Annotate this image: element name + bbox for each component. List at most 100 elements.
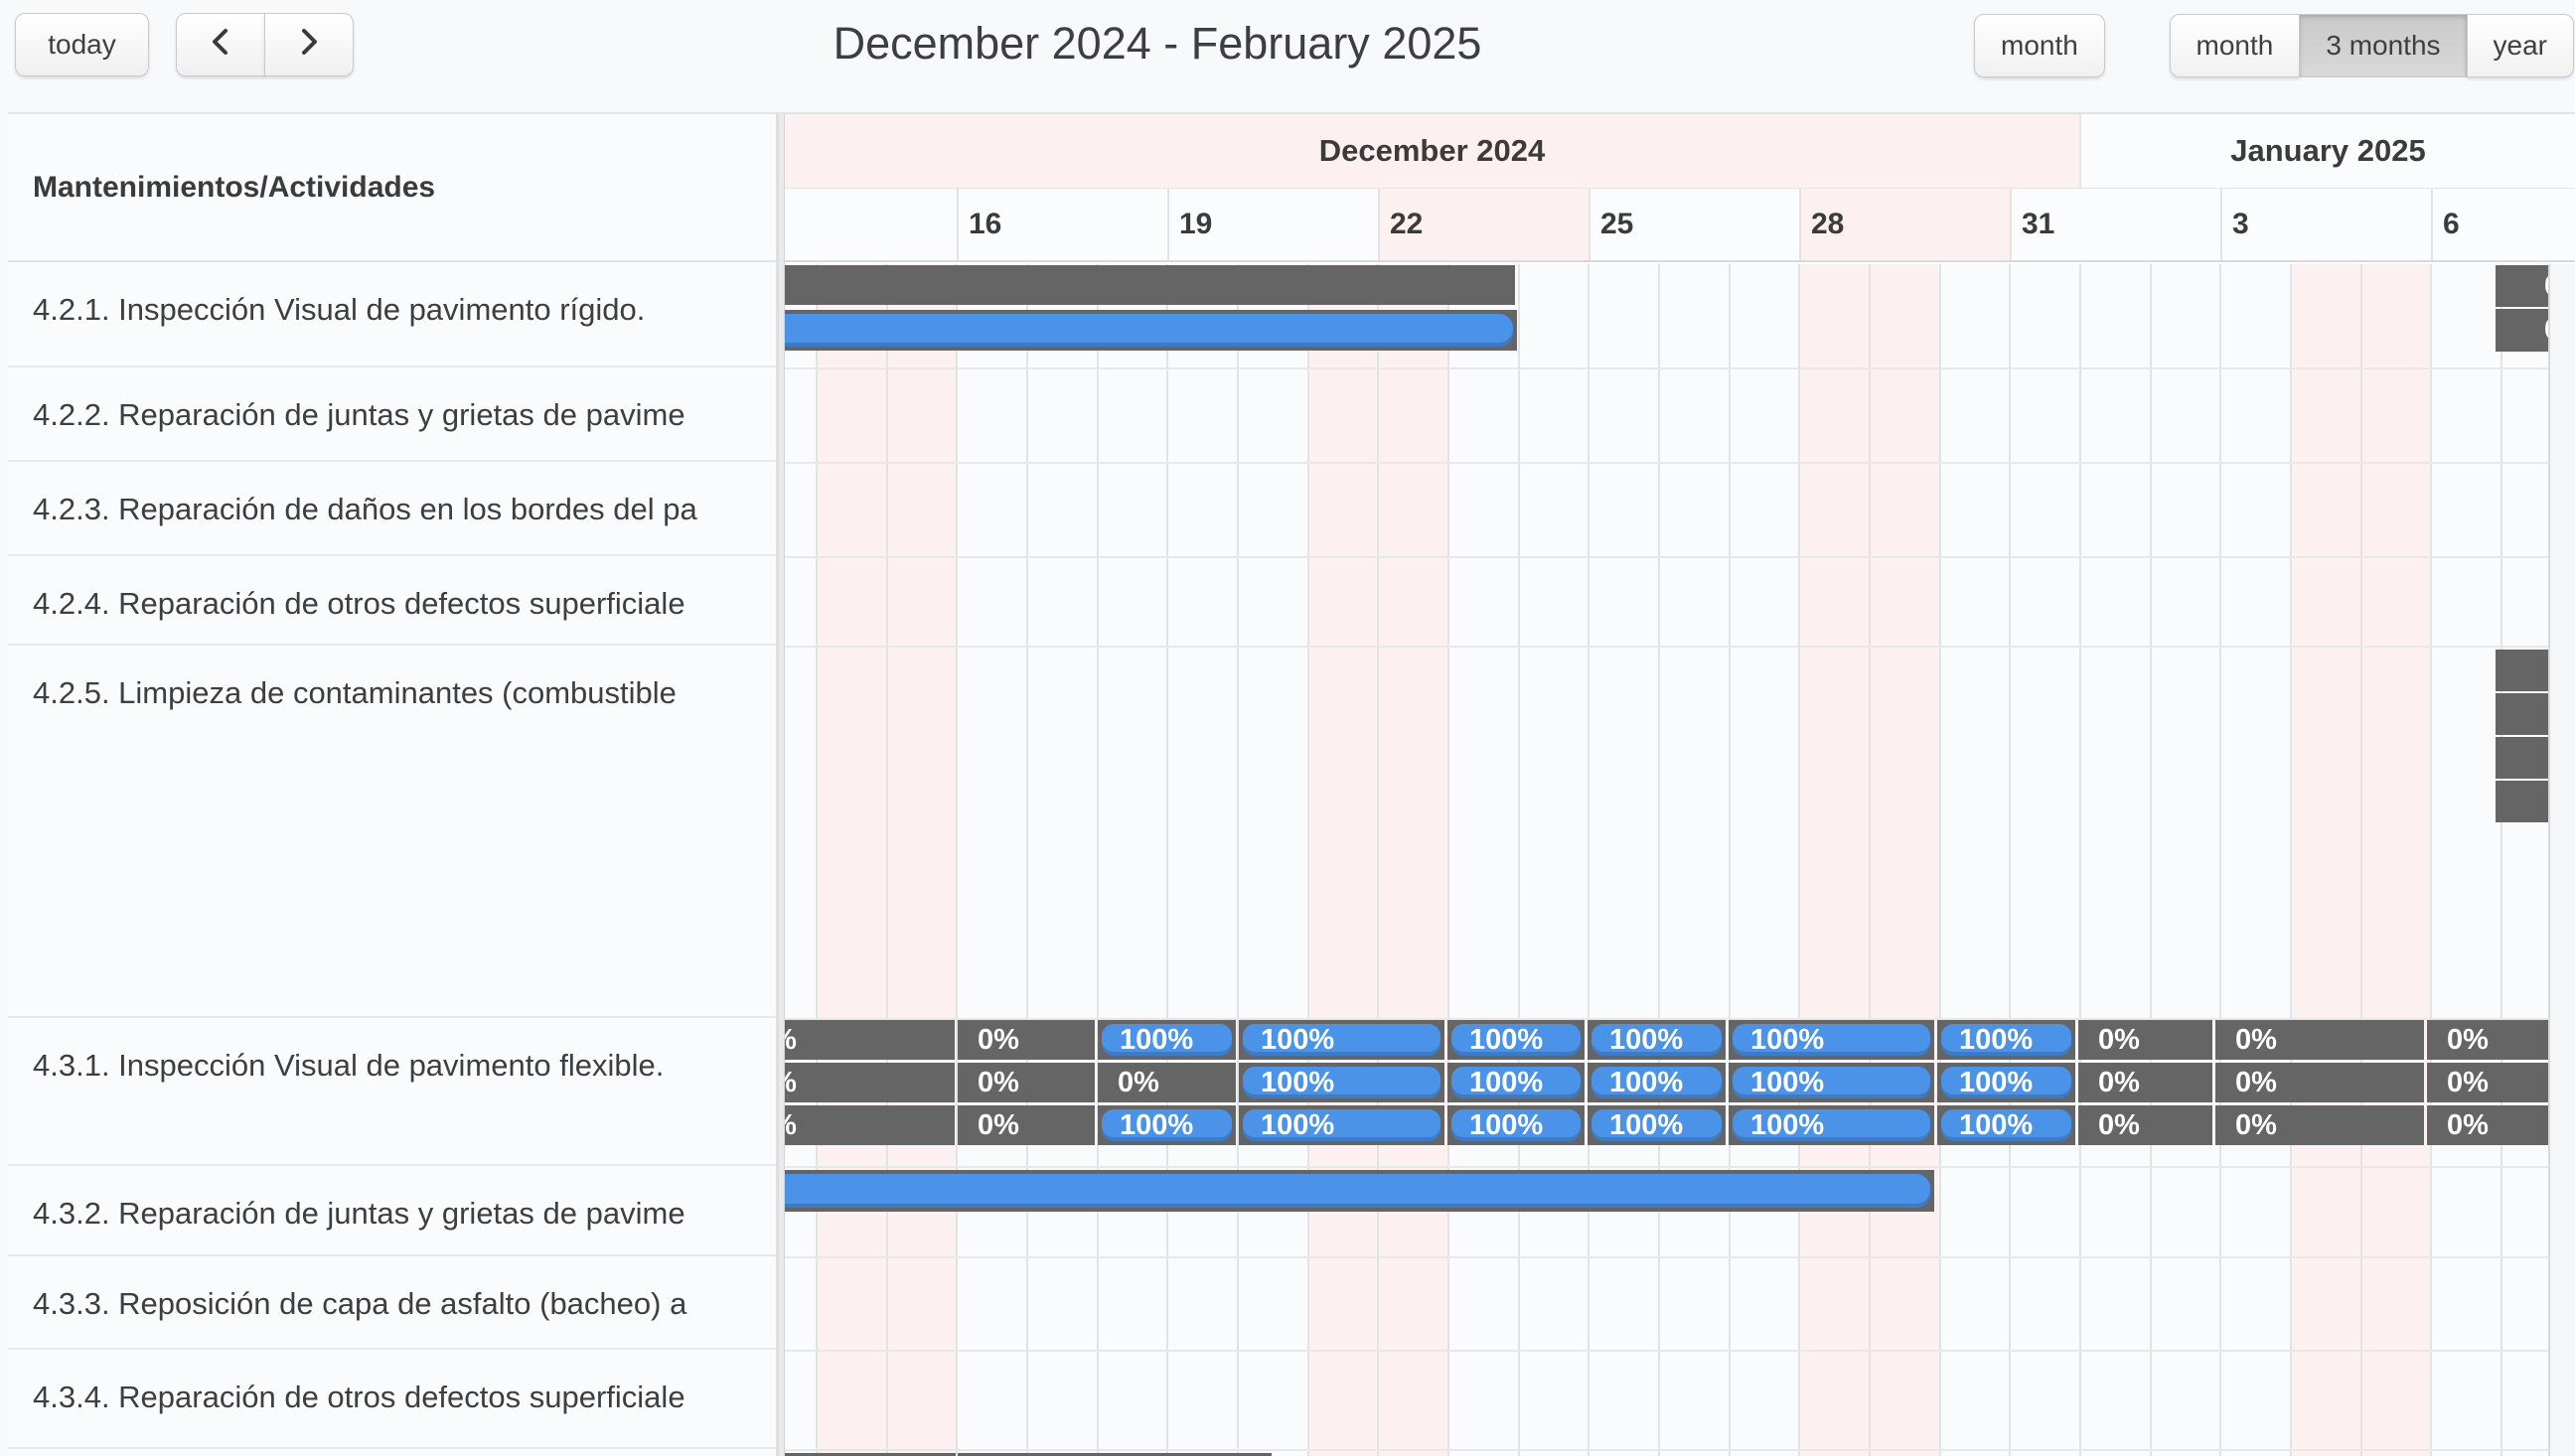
- row-gridline: [785, 462, 2575, 464]
- task-percent-label: 100%: [1469, 1066, 1544, 1098]
- task-bar[interactable]: [785, 265, 1515, 305]
- task-segment-complete-fill: 100%: [1102, 1024, 1232, 1056]
- task-segment[interactable]: 100%: [1239, 1063, 1444, 1102]
- task-bar-progress[interactable]: [785, 310, 1517, 351]
- activity-row[interactable]: 4.2.5. Limpieza de contaminantes (combus…: [8, 646, 776, 1018]
- day-gridline: [886, 264, 888, 1456]
- timeline-chart: December 2024 January 2025 16 19 22 25 28 31 3 6…: [785, 114, 2575, 1456]
- task-segment[interactable]: 0%: [2078, 1020, 2212, 1060]
- activity-row[interactable]: 4.3.3. Reposición de capa de asfalto (ba…: [8, 1256, 776, 1350]
- task-segment[interactable]: 0%: [2078, 1063, 2212, 1102]
- chevron-right-icon: [296, 27, 322, 64]
- task-segment[interactable]: 0%: [2427, 1020, 2548, 1060]
- today-button[interactable]: today: [15, 13, 149, 76]
- task-segment[interactable]: 100%: [1239, 1105, 1444, 1145]
- activity-row[interactable]: 4.3.4. Reparación de otros defectos supe…: [8, 1350, 776, 1449]
- task-segment[interactable]: 0%: [2215, 1020, 2424, 1060]
- task-segment[interactable]: 100%: [1588, 1063, 1726, 1102]
- activities-panel: Mantenimientos/Actividades 4.2.1. Inspec…: [8, 114, 778, 1456]
- task-bar[interactable]: 0%: [2496, 309, 2548, 352]
- task-segment[interactable]: 100%: [1447, 1063, 1585, 1102]
- activity-label: 4.2.5. Limpieza de contaminantes (combus…: [33, 675, 677, 710]
- task-percent-label: 100%: [1609, 1108, 1684, 1141]
- activity-row[interactable]: 4.2.1. Inspección Visual de pavimento rí…: [8, 262, 776, 367]
- nav-button-group: [176, 13, 354, 76]
- activity-row[interactable]: 4.3.2. Reparación de juntas y grietas de…: [8, 1166, 776, 1256]
- task-percent-label: 0%: [2447, 1108, 2489, 1141]
- task-segment[interactable]: 0%: [2078, 1105, 2212, 1145]
- task-segment[interactable]: 100%: [1729, 1063, 1934, 1102]
- task-percent-label: 0%: [785, 1063, 797, 1102]
- day-gridline: [2219, 264, 2221, 1456]
- task-percent-label: 100%: [1959, 1066, 2034, 1098]
- task-percent-label: 100%: [1959, 1108, 2034, 1141]
- task-segment[interactable]: 100%: [1729, 1020, 1934, 1060]
- day-gridline: [2009, 264, 2011, 1456]
- next-button[interactable]: [264, 13, 354, 76]
- activity-row[interactable]: [8, 1449, 776, 1456]
- day-gridline: [956, 264, 958, 1456]
- day-gridline: [1377, 264, 1379, 1456]
- task-segment[interactable]: 0%: [2215, 1105, 2424, 1145]
- task-bar[interactable]: 0%: [2496, 265, 2548, 307]
- day-gridline: [1939, 264, 1941, 1456]
- month-header: January 2025: [2079, 114, 2575, 189]
- task-segment[interactable]: 0%: [785, 1105, 955, 1145]
- task-progress-fill: [785, 1174, 1930, 1208]
- vertical-scrollbar-gutter[interactable]: [2548, 264, 2575, 1456]
- panel-splitter[interactable]: [778, 114, 785, 1456]
- activities-header: Mantenimientos/Actividades: [8, 114, 776, 262]
- task-bar-label: 0%: [2496, 309, 2548, 352]
- task-segment[interactable]: 0%: [2427, 1105, 2548, 1145]
- view-button-year[interactable]: year: [2466, 14, 2574, 77]
- toolbar: today December 2024 - February 2025 mont…: [0, 0, 2575, 112]
- task-segment[interactable]: 100%: [1937, 1020, 2075, 1060]
- task-percent-label: 100%: [1609, 1023, 1684, 1056]
- activity-row[interactable]: 4.3.1. Inspección Visual de pavimento fl…: [8, 1018, 776, 1166]
- task-segment-complete-fill: 100%: [1733, 1109, 1930, 1141]
- task-segment[interactable]: 100%: [1729, 1105, 1934, 1145]
- activity-row[interactable]: 4.2.4. Reparación de otros defectos supe…: [8, 556, 776, 646]
- task-segment[interactable]: 100%: [1447, 1020, 1585, 1060]
- task-bar-progress[interactable]: [785, 1170, 1934, 1212]
- task-segment[interactable]: 0%: [958, 1020, 1095, 1060]
- task-bar[interactable]: [2496, 781, 2548, 822]
- task-segment[interactable]: 0%: [2427, 1063, 2548, 1102]
- prev-button[interactable]: [176, 13, 265, 76]
- task-percent-label: 100%: [1959, 1023, 2034, 1056]
- view-button-3-months[interactable]: 3 months: [2299, 14, 2468, 77]
- task-segment[interactable]: 0%: [958, 1063, 1095, 1102]
- task-segment[interactable]: 0%: [785, 1020, 955, 1060]
- task-percent-label: 0%: [2235, 1023, 2277, 1056]
- task-segment[interactable]: 100%: [1239, 1020, 1444, 1060]
- task-percent-label: 100%: [1469, 1108, 1544, 1141]
- day-gridline: [1729, 264, 1731, 1456]
- task-percent-label: 0%: [1118, 1066, 1159, 1098]
- task-percent-label: 0%: [785, 1020, 797, 1060]
- task-segment[interactable]: 100%: [1098, 1105, 1236, 1145]
- activity-row[interactable]: 4.2.3. Reparación de daños en los bordes…: [8, 462, 776, 556]
- task-bar[interactable]: [2496, 693, 2548, 735]
- task-bar[interactable]: [2496, 737, 2548, 779]
- task-segment[interactable]: 0%: [958, 1105, 1095, 1145]
- task-segment[interactable]: 100%: [1447, 1105, 1585, 1145]
- task-segment[interactable]: 100%: [1937, 1105, 2075, 1145]
- task-segment[interactable]: 100%: [1937, 1063, 2075, 1102]
- view-button-month[interactable]: month: [2169, 14, 2301, 77]
- task-segment-complete-fill: 100%: [1941, 1067, 2071, 1098]
- activity-row[interactable]: 4.2.2. Reparación de juntas y grietas de…: [8, 367, 776, 462]
- task-segment[interactable]: 100%: [1588, 1020, 1726, 1060]
- task-segment[interactable]: 100%: [1098, 1020, 1236, 1060]
- month-view-button[interactable]: month: [1974, 14, 2105, 77]
- day-gridline: [1869, 264, 1871, 1456]
- activity-label: 4.3.3. Reposición de capa de asfalto (ba…: [33, 1286, 687, 1321]
- task-bar[interactable]: [958, 1453, 1272, 1456]
- task-segment[interactable]: 0%: [2215, 1063, 2424, 1102]
- task-segment[interactable]: 0%: [785, 1063, 955, 1102]
- day-gridline: [1588, 264, 1590, 1456]
- task-bar[interactable]: [785, 1453, 956, 1456]
- task-bar[interactable]: [2496, 650, 2548, 691]
- day-gridline: [2430, 264, 2432, 1456]
- task-segment[interactable]: 0%: [1098, 1063, 1236, 1102]
- task-segment[interactable]: 100%: [1588, 1105, 1726, 1145]
